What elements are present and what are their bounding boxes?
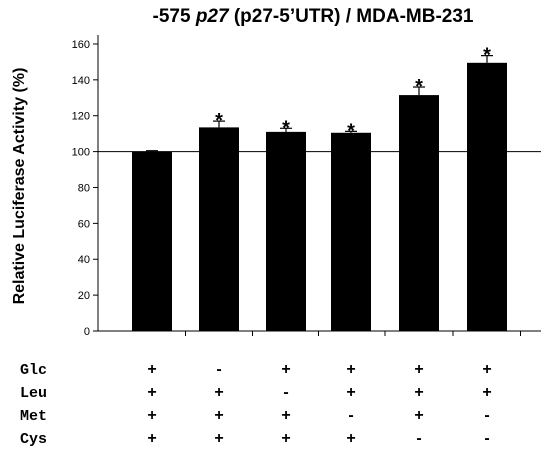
- treatment-sign: +: [214, 430, 223, 447]
- y-tick-label: 160: [72, 39, 90, 51]
- treatment-sign: -: [484, 430, 489, 447]
- y-tick-label: 140: [72, 75, 90, 87]
- treatment-sign: +: [346, 361, 355, 378]
- treatment-table: Glc + - + + + + Leu + + - + + + Met + + + - + - Cys + + + + - -: [20, 361, 492, 448]
- treatment-sign: +: [281, 407, 290, 424]
- bar: [467, 62, 507, 331]
- y-tick-label: 120: [72, 111, 90, 123]
- treatment-label: Glc: [20, 362, 47, 379]
- treatment-sign: -: [416, 430, 421, 447]
- treatment-label: Cys: [20, 431, 47, 448]
- treatment-sign: +: [414, 384, 423, 401]
- y-tick-label: 60: [78, 218, 90, 230]
- chart-title-part-3: (p27-5’UTR) / MDA-MB-231: [229, 6, 474, 27]
- treatment-sign: +: [147, 384, 156, 401]
- significance-marker: *: [415, 76, 423, 98]
- treatment-sign: +: [214, 384, 223, 401]
- treatment-sign: +: [281, 361, 290, 378]
- y-tick-label: 100: [72, 147, 90, 159]
- chart-title: -575 p27 (p27-5’UTR) / MDA-MB-231: [153, 6, 474, 27]
- significance-marker: *: [282, 117, 290, 139]
- treatment-sign: +: [482, 384, 491, 401]
- y-tick-label: 40: [78, 254, 90, 266]
- bar: [132, 151, 172, 331]
- significance-marker: *: [347, 120, 355, 142]
- significance-marker: *: [483, 45, 491, 67]
- treatment-sign: -: [283, 384, 288, 401]
- bar: [331, 132, 371, 331]
- y-axis-label: Relative Luciferase Activity (%): [11, 68, 28, 305]
- treatment-sign: +: [414, 361, 423, 378]
- y-tick-label: 0: [84, 326, 90, 338]
- y-tick-label: 80: [78, 182, 90, 194]
- treatment-sign: +: [281, 430, 290, 447]
- treatment-label: Leu: [20, 385, 47, 402]
- chart-title-part-1: -575: [153, 6, 196, 27]
- treatment-sign: -: [348, 407, 353, 424]
- bar: [199, 127, 239, 331]
- treatment-sign: -: [216, 361, 221, 378]
- treatment-sign: +: [414, 407, 423, 424]
- treatment-sign: -: [484, 407, 489, 424]
- treatment-sign: +: [214, 407, 223, 424]
- treatment-sign: +: [482, 361, 491, 378]
- bar: [266, 131, 306, 331]
- chart-title-part-2: p27: [195, 6, 230, 27]
- treatment-sign: +: [346, 384, 355, 401]
- treatment-sign: +: [147, 407, 156, 424]
- y-tick-label: 20: [78, 290, 90, 302]
- significance-marker: *: [215, 110, 223, 132]
- plot-area: 0 20 40 60 80 100 120 140 160 * * * * *: [72, 35, 541, 338]
- treatment-label: Met: [20, 408, 47, 425]
- bar: [399, 95, 439, 331]
- treatment-sign: +: [346, 430, 355, 447]
- treatment-sign: +: [147, 430, 156, 447]
- treatment-sign: +: [147, 361, 156, 378]
